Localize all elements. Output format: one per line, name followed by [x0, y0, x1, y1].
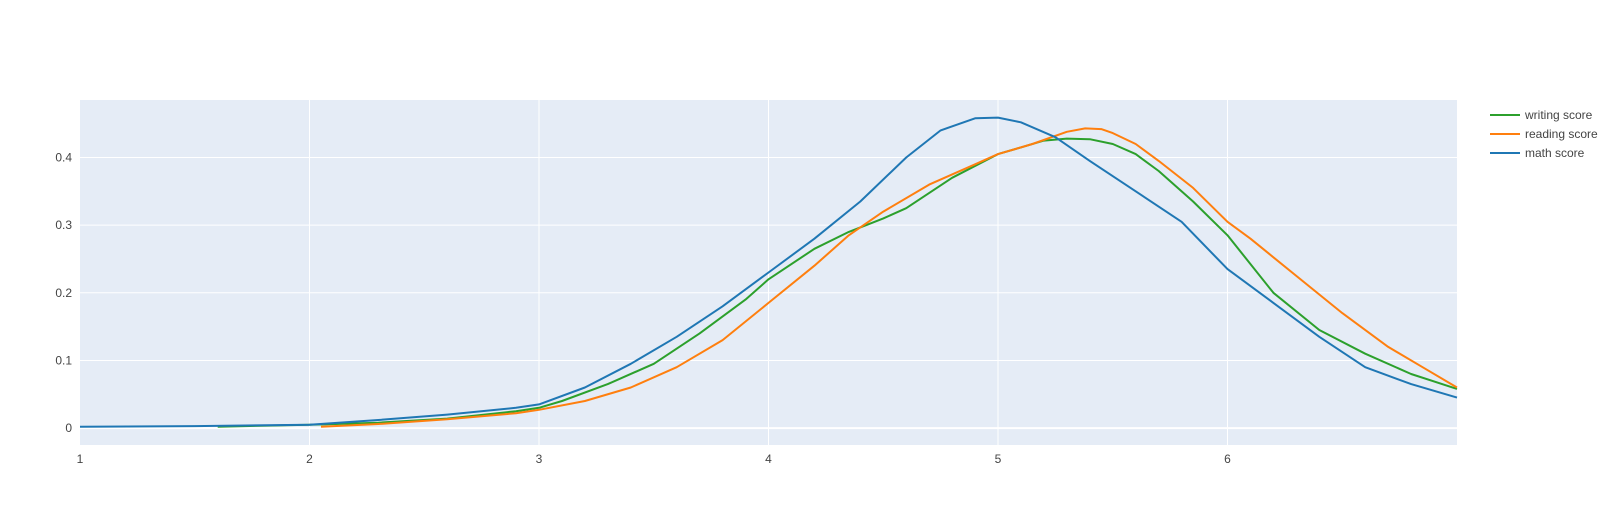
legend-label[interactable]: math score [1525, 146, 1585, 160]
legend-label[interactable]: writing score [1524, 108, 1593, 122]
x-tick-label: 6 [1224, 452, 1231, 466]
legend-label[interactable]: reading score [1525, 127, 1598, 141]
y-tick-label: 0.2 [55, 286, 72, 300]
x-tick-label: 1 [77, 452, 84, 466]
x-tick-label: 5 [995, 452, 1002, 466]
y-gridlines [80, 157, 1457, 430]
x-tick-label: 3 [536, 452, 543, 466]
y-tick-label: 0.3 [55, 218, 72, 232]
series-lines [79, 116, 1458, 428]
y-tick-label: 0 [65, 421, 72, 435]
y-axis-tick-labels: 0 0.1 0.2 0.3 0.4 [55, 151, 72, 436]
legend: writing score reading score math score [1490, 108, 1598, 160]
x-axis-tick-labels: 1 2 3 4 5 6 [77, 452, 1232, 466]
y-tick-label: 0.4 [55, 151, 72, 165]
series-line-math-score [79, 116, 1458, 428]
series-line-reading-score [320, 127, 1458, 428]
series-line-writing-score [217, 137, 1458, 428]
x-tick-label: 4 [765, 452, 772, 466]
x-tick-label: 2 [306, 452, 313, 466]
y-tick-label: 0.1 [55, 353, 72, 367]
